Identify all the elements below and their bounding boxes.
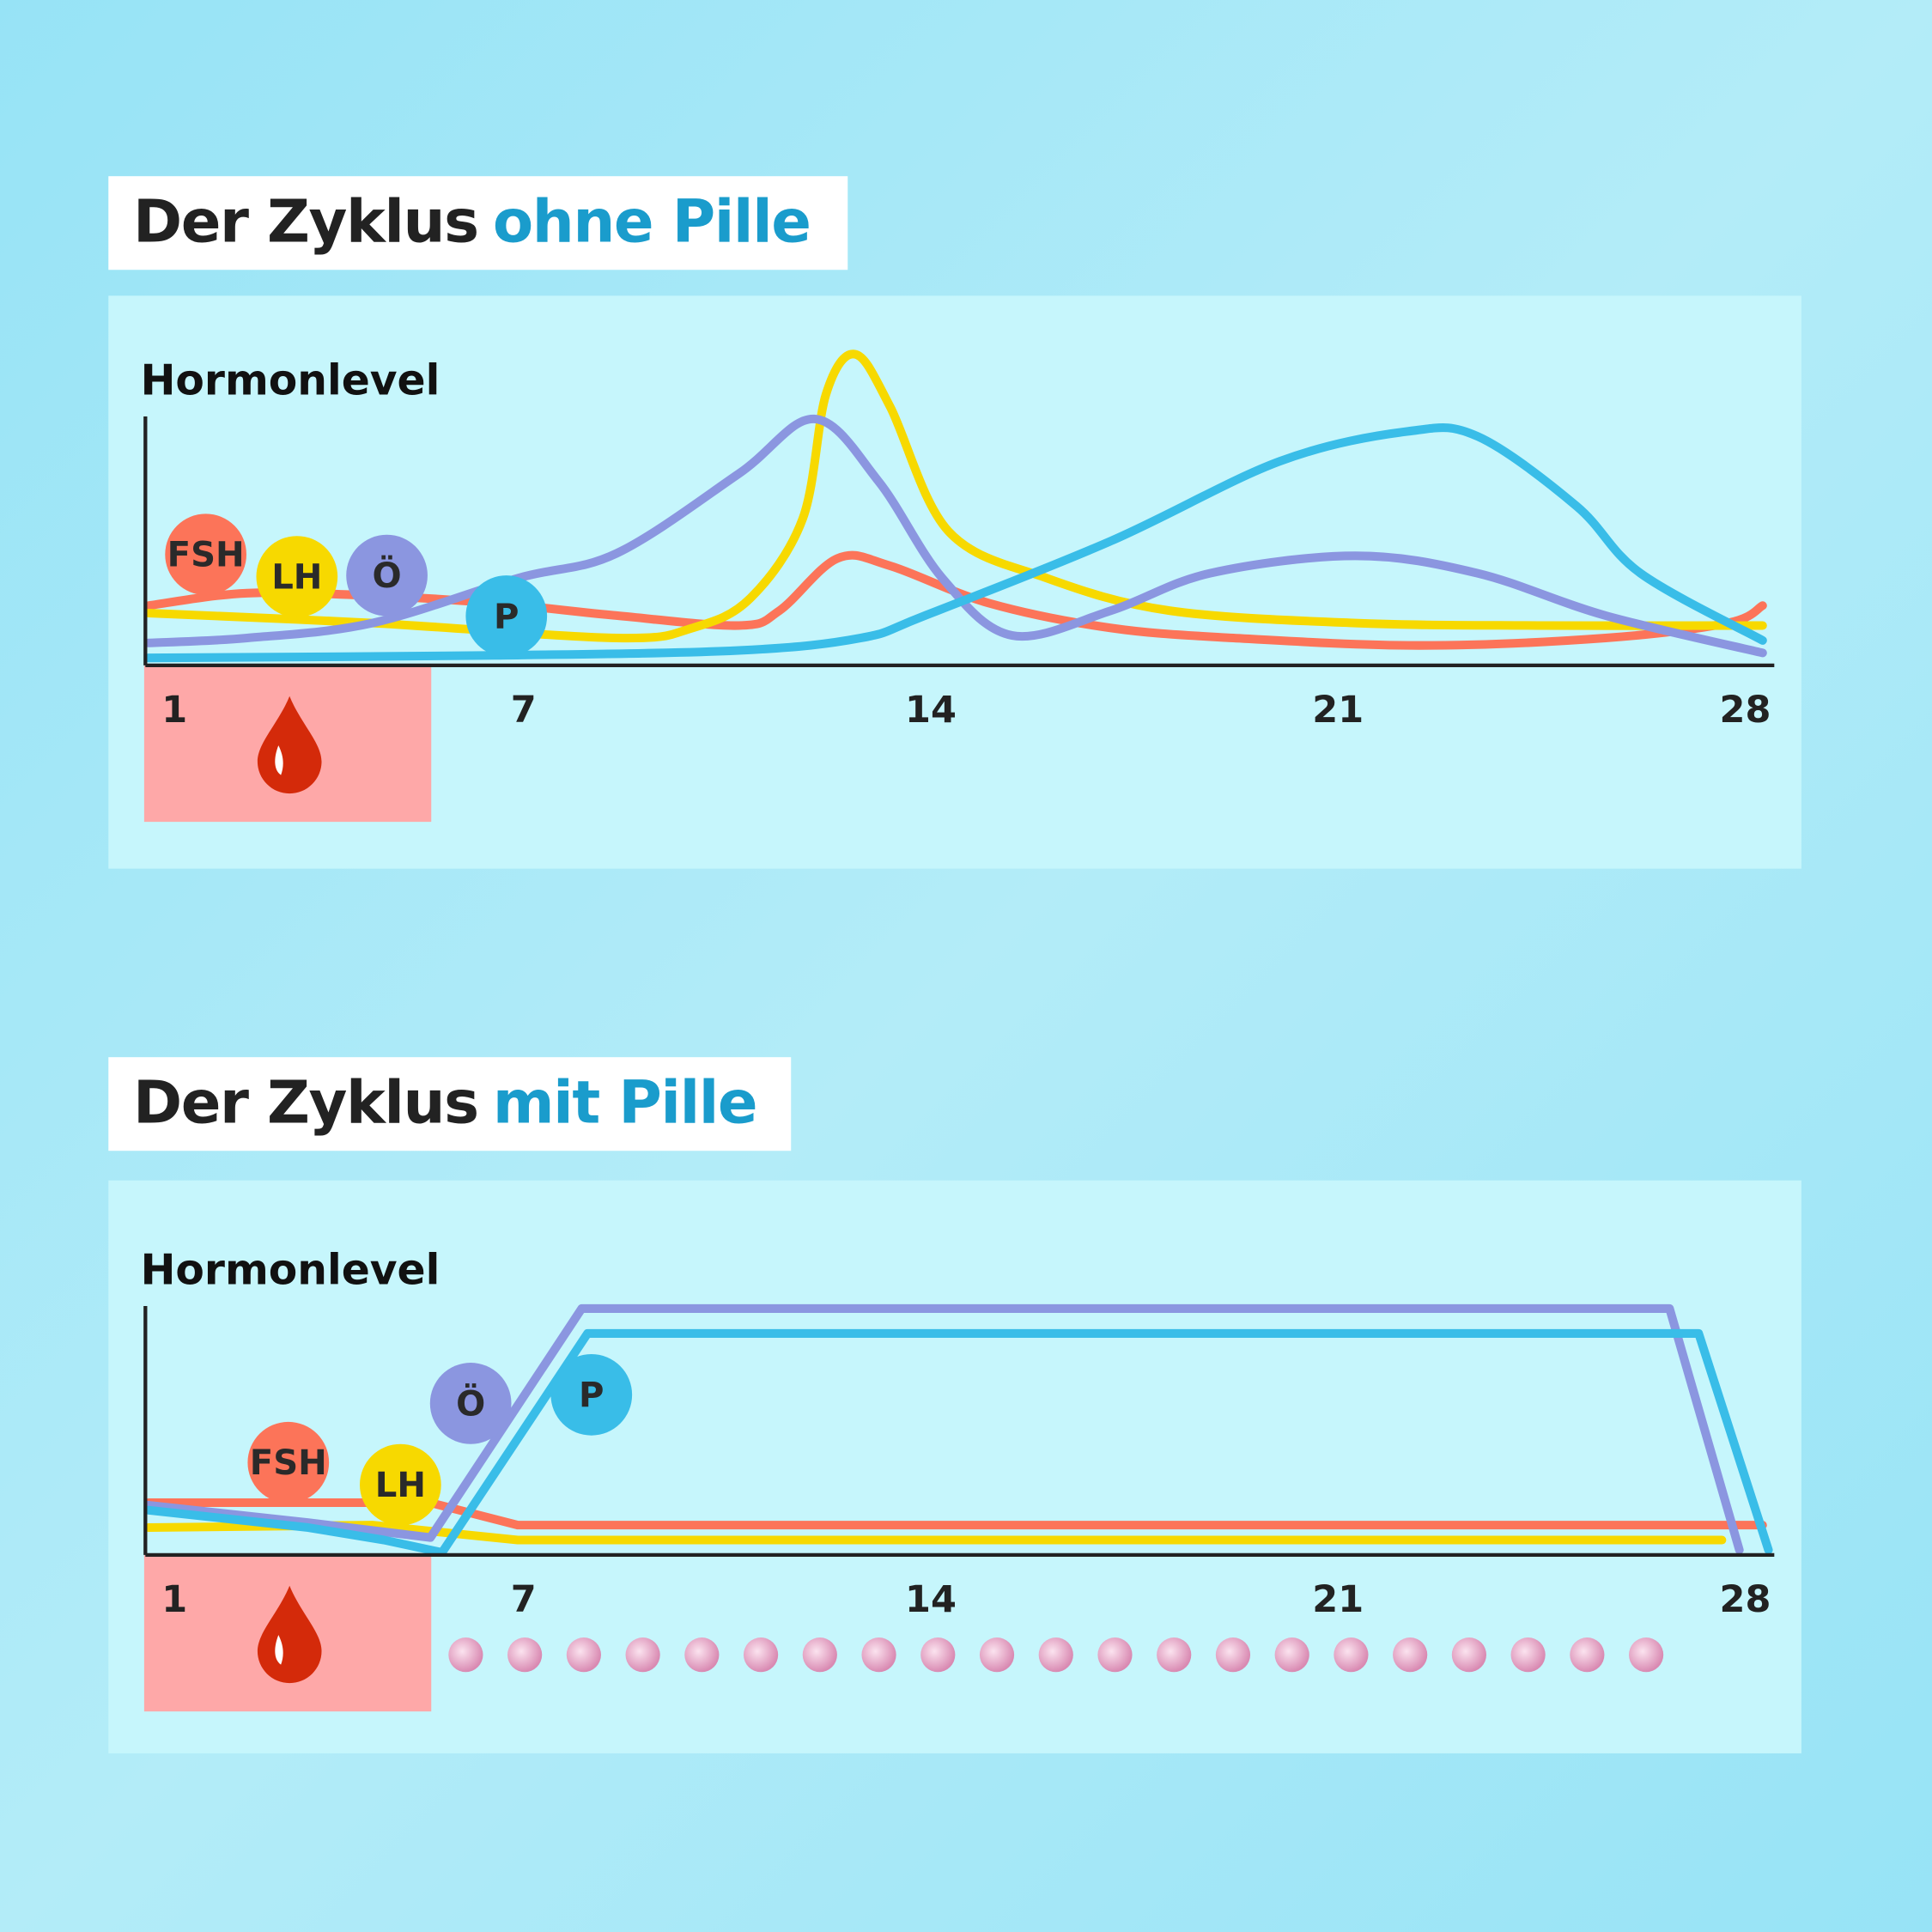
pill: [1510, 1637, 1546, 1673]
pill: [1215, 1637, 1251, 1673]
chart-title: Der Zyklus mit Pille: [133, 1069, 756, 1138]
pill: [684, 1637, 720, 1673]
legend-bubble: [346, 534, 428, 617]
legend-bubble: [256, 536, 338, 617]
legend-label: LH: [375, 1466, 426, 1505]
pill: [1274, 1637, 1309, 1673]
x-tick-label: 7: [511, 689, 537, 732]
title-box: [108, 1057, 792, 1151]
chart-title: Der Zyklus ohne Pille: [133, 188, 811, 257]
pill: [1570, 1637, 1605, 1673]
legend-bubble: [247, 1421, 330, 1504]
pill: [861, 1637, 896, 1673]
legend-label: Ö: [373, 555, 402, 596]
pill: [802, 1637, 837, 1673]
blood-drop: [257, 1585, 322, 1684]
legend-bubble: [465, 575, 548, 657]
pill: [1334, 1637, 1369, 1673]
x-tick-label: 14: [905, 1578, 957, 1621]
legend-label: Ö: [456, 1382, 485, 1424]
legend-bubble: [165, 513, 246, 596]
hormone-line: [143, 1328, 1773, 1558]
legend-label: P: [494, 597, 519, 636]
pill: [625, 1637, 660, 1673]
blood-drop: [257, 696, 322, 794]
pill: [448, 1637, 483, 1673]
legend-label: FSH: [167, 536, 245, 575]
x-tick-label: 1: [161, 689, 187, 732]
pill: [920, 1637, 956, 1673]
legend-bubble: [429, 1363, 512, 1444]
x-tick-label: 14: [905, 689, 957, 732]
blood-drop-highlight: [275, 745, 283, 775]
legend-label: FSH: [250, 1443, 327, 1483]
pill: [1629, 1637, 1664, 1673]
pill: [743, 1637, 779, 1673]
blood-drop-highlight: [275, 1635, 283, 1665]
hormone-line: [143, 414, 1767, 658]
x-tick-label: 28: [1720, 689, 1771, 732]
x-tick-label: 28: [1720, 1578, 1771, 1621]
pill: [1038, 1637, 1073, 1673]
pill: [979, 1637, 1015, 1673]
pill: [566, 1637, 601, 1673]
title-highlight: mit Pille: [493, 1069, 756, 1138]
title-highlight: ohne Pille: [493, 188, 811, 257]
x-tick-label: 1: [161, 1578, 187, 1621]
legend-label: P: [579, 1376, 604, 1415]
legend-bubble: [360, 1443, 441, 1526]
title-main: Der Zyklus: [133, 188, 478, 257]
pill: [507, 1637, 543, 1673]
pill: [1157, 1637, 1192, 1673]
y-axis-label: Hormonlevel: [141, 1245, 440, 1294]
x-tick-label: 21: [1312, 1578, 1364, 1621]
legend-bubble: [550, 1354, 633, 1436]
x-tick-label: 7: [511, 1578, 537, 1621]
hormone-line: [143, 550, 1767, 650]
hormone-line: [143, 423, 1767, 663]
legend-label: LH: [271, 557, 322, 597]
pill: [1451, 1637, 1486, 1673]
pill: [1097, 1637, 1133, 1673]
title-main: Der Zyklus: [133, 1069, 478, 1138]
title-box: [108, 176, 848, 270]
x-tick-label: 21: [1312, 689, 1364, 732]
hormone-line: [143, 349, 1767, 643]
y-axis-label: Hormonlevel: [141, 355, 440, 404]
pill: [1393, 1637, 1428, 1673]
